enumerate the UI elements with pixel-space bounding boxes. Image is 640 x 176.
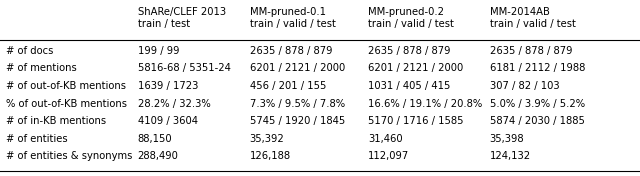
- Text: # of in-KB mentions: # of in-KB mentions: [6, 116, 106, 126]
- Text: 1031 / 405 / 415: 1031 / 405 / 415: [368, 81, 451, 91]
- Text: # of out-of-KB mentions: # of out-of-KB mentions: [6, 81, 127, 91]
- Text: 88,150: 88,150: [138, 134, 172, 144]
- Text: 307 / 82 / 103: 307 / 82 / 103: [490, 81, 559, 91]
- Text: 5874 / 2030 / 1885: 5874 / 2030 / 1885: [490, 116, 584, 126]
- Text: % of out-of-KB mentions: % of out-of-KB mentions: [6, 99, 127, 109]
- Text: # of entities & synonyms: # of entities & synonyms: [6, 151, 132, 161]
- Text: 5816-68 / 5351-24: 5816-68 / 5351-24: [138, 63, 230, 73]
- Text: 2635 / 878 / 879: 2635 / 878 / 879: [368, 46, 451, 56]
- Text: 35,392: 35,392: [250, 134, 284, 144]
- Text: MM-pruned-0.1
train / valid / test: MM-pruned-0.1 train / valid / test: [250, 7, 335, 29]
- Text: 31,460: 31,460: [368, 134, 403, 144]
- Text: # of docs: # of docs: [6, 46, 54, 56]
- Text: 6181 / 2112 / 1988: 6181 / 2112 / 1988: [490, 63, 585, 73]
- Text: 4109 / 3604: 4109 / 3604: [138, 116, 198, 126]
- Text: 2635 / 878 / 879: 2635 / 878 / 879: [490, 46, 572, 56]
- Text: MM-2014AB
train / valid / test: MM-2014AB train / valid / test: [490, 7, 575, 29]
- Text: ShARe/CLEF 2013
train / test: ShARe/CLEF 2013 train / test: [138, 7, 226, 29]
- Text: # of mentions: # of mentions: [6, 63, 77, 73]
- Text: 2635 / 878 / 879: 2635 / 878 / 879: [250, 46, 332, 56]
- Text: 456 / 201 / 155: 456 / 201 / 155: [250, 81, 326, 91]
- Text: # of entities: # of entities: [6, 134, 68, 144]
- Text: 5170 / 1716 / 1585: 5170 / 1716 / 1585: [368, 116, 463, 126]
- Text: 35,398: 35,398: [490, 134, 524, 144]
- Text: 16.6% / 19.1% / 20.8%: 16.6% / 19.1% / 20.8%: [368, 99, 483, 109]
- Text: 7.3% / 9.5% / 7.8%: 7.3% / 9.5% / 7.8%: [250, 99, 345, 109]
- Text: 6201 / 2121 / 2000: 6201 / 2121 / 2000: [368, 63, 463, 73]
- Text: 199 / 99: 199 / 99: [138, 46, 179, 56]
- Text: 5.0% / 3.9% / 5.2%: 5.0% / 3.9% / 5.2%: [490, 99, 585, 109]
- Text: 5745 / 1920 / 1845: 5745 / 1920 / 1845: [250, 116, 345, 126]
- Text: 112,097: 112,097: [368, 151, 409, 161]
- Text: 124,132: 124,132: [490, 151, 531, 161]
- Text: 28.2% / 32.3%: 28.2% / 32.3%: [138, 99, 211, 109]
- Text: 6201 / 2121 / 2000: 6201 / 2121 / 2000: [250, 63, 345, 73]
- Text: 126,188: 126,188: [250, 151, 291, 161]
- Text: 288,490: 288,490: [138, 151, 179, 161]
- Text: 1639 / 1723: 1639 / 1723: [138, 81, 198, 91]
- Text: MM-pruned-0.2
train / valid / test: MM-pruned-0.2 train / valid / test: [368, 7, 454, 29]
